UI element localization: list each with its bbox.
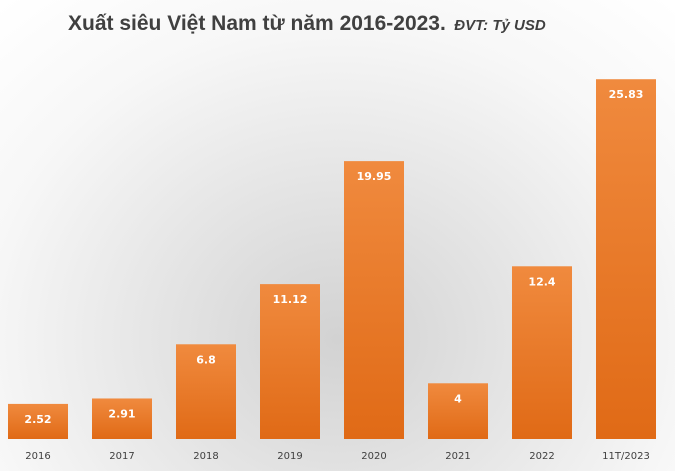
x-tick-label: 11T/2023: [602, 451, 650, 462]
value-label: 2.91: [108, 407, 135, 420]
bar-2019: [260, 284, 320, 439]
bar-2016: [8, 403, 68, 439]
value-labels-layer: 2.52 2.91 6.8 11.12 19.95 4 12.4 25.83: [24, 88, 643, 426]
value-label: 25.83: [609, 88, 644, 101]
bar-11t-2023: [596, 79, 656, 439]
value-label: 2.52: [24, 413, 51, 426]
x-tick-label: 2019: [277, 451, 302, 462]
bar-2017: [92, 398, 152, 439]
value-label: 19.95: [357, 170, 392, 183]
x-tick-label: 2020: [361, 451, 386, 462]
bar-2018: [176, 344, 236, 439]
chart-title-block: Xuất siêu Việt Nam từ năm 2016-2023. ĐVT…: [68, 12, 546, 36]
bar-2020: [344, 161, 404, 439]
x-axis-ticks: 2016 2017 2018 2019 2020 2021 2022 11T/2023: [25, 451, 650, 462]
bar-2021: [428, 383, 488, 439]
bars-layer: [8, 79, 656, 439]
x-tick-label: 2022: [529, 451, 554, 462]
x-tick-label: 2017: [109, 451, 134, 462]
chart-unit: ĐVT: Tỷ USD: [454, 17, 546, 34]
value-label: 4: [454, 392, 462, 405]
x-tick-label: 2018: [193, 451, 218, 462]
bar-2022: [512, 266, 572, 439]
chart-title: Xuất siêu Việt Nam từ năm 2016-2023.: [68, 12, 446, 35]
value-label: 12.4: [528, 275, 555, 288]
x-tick-label: 2016: [25, 451, 50, 462]
value-label: 6.8: [196, 353, 216, 366]
x-tick-label: 2021: [445, 451, 470, 462]
value-label: 11.12: [273, 293, 308, 306]
